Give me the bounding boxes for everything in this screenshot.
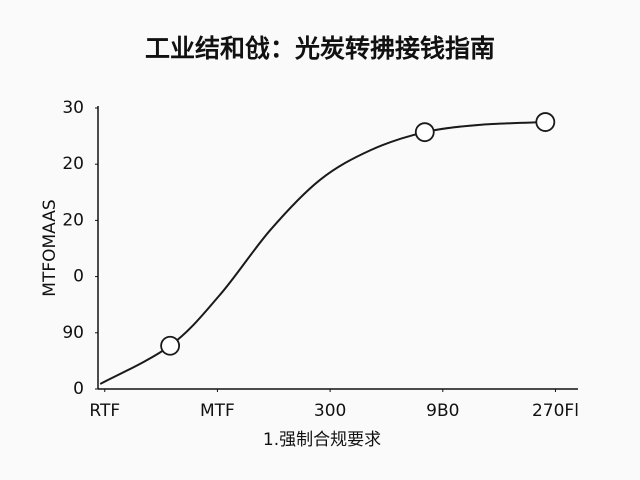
line: [99, 121, 546, 385]
y-tick-label: 20: [62, 154, 84, 174]
y-tick-label: 0: [73, 267, 84, 287]
point: [535, 112, 556, 132]
y-tick-label: 90: [62, 323, 84, 343]
y-tick-label: 20: [62, 210, 84, 230]
point: [414, 122, 435, 143]
x-tick-label: 300: [314, 401, 346, 421]
x-tick-label: 270Fl: [532, 401, 579, 421]
y-tick-label: 0: [73, 379, 84, 399]
point: [160, 335, 181, 356]
y-tick-label: 30: [62, 98, 84, 118]
x-tick-label: 9B0: [426, 401, 459, 421]
x-axis-label: 1.强制合规要求: [263, 430, 381, 450]
x-tick-label: MTF: [200, 401, 235, 421]
y-axis-label: MTFOMAAS: [40, 199, 60, 296]
x-tick-label: RTF: [89, 401, 120, 421]
chart-title: 工业结和戗：光炭转拂接钱指南: [145, 34, 495, 63]
